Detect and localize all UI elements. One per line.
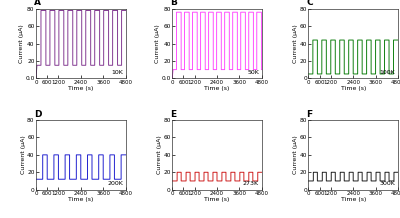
- Y-axis label: Current (μA): Current (μA): [293, 136, 298, 174]
- Text: E: E: [170, 110, 176, 119]
- Y-axis label: Current (μA): Current (μA): [157, 136, 162, 174]
- Text: 100K: 100K: [380, 70, 395, 75]
- Text: 200K: 200K: [107, 181, 123, 186]
- Y-axis label: Current (μA): Current (μA): [293, 24, 298, 63]
- Text: D: D: [34, 110, 42, 119]
- X-axis label: Time (s): Time (s): [340, 198, 366, 203]
- Y-axis label: Current (μA): Current (μA): [155, 24, 160, 63]
- Text: 10K: 10K: [111, 70, 123, 75]
- Text: A: A: [34, 0, 41, 7]
- Text: F: F: [307, 110, 313, 119]
- X-axis label: Time (s): Time (s): [68, 86, 94, 91]
- Y-axis label: Current (μA): Current (μA): [21, 136, 26, 174]
- Text: 300K: 300K: [380, 181, 395, 186]
- X-axis label: Time (s): Time (s): [340, 86, 366, 91]
- X-axis label: Time (s): Time (s): [204, 198, 230, 203]
- Text: B: B: [170, 0, 177, 7]
- Text: C: C: [307, 0, 313, 7]
- Y-axis label: Current (μA): Current (μA): [19, 24, 24, 63]
- X-axis label: Time (s): Time (s): [68, 198, 94, 203]
- Text: 273K: 273K: [243, 181, 259, 186]
- Text: 50K: 50K: [247, 70, 259, 75]
- X-axis label: Time (s): Time (s): [204, 86, 230, 91]
